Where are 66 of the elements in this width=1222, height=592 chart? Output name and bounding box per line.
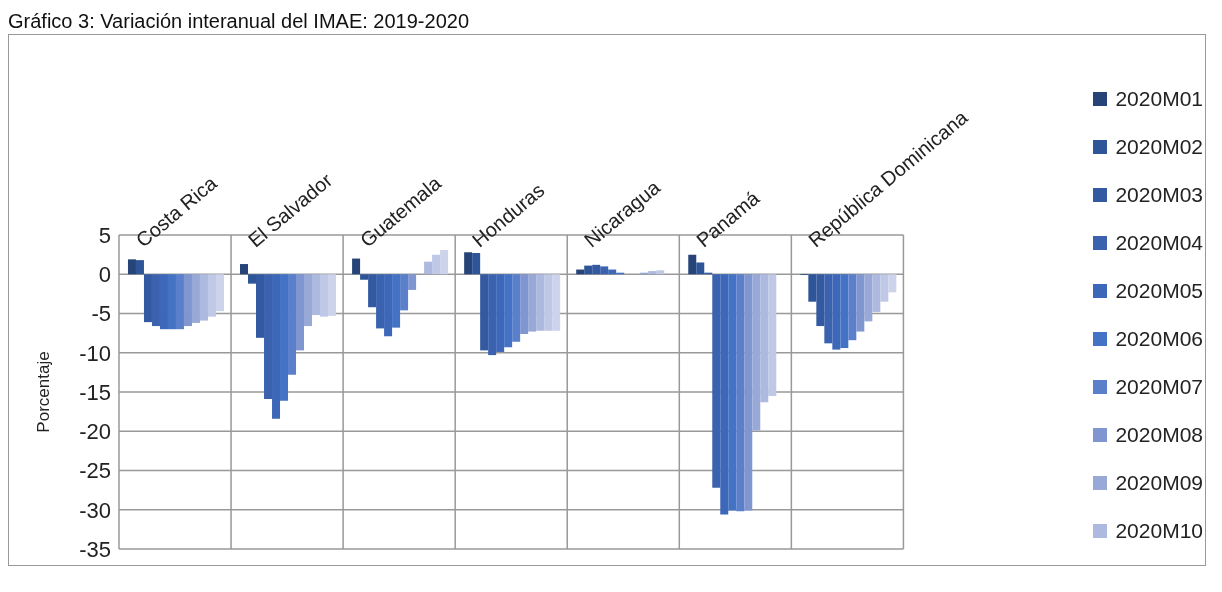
- y-tick-label: -15: [79, 379, 111, 405]
- legend-label: 2020M08: [1115, 423, 1203, 447]
- bar: [207, 274, 216, 317]
- bar: [528, 274, 537, 332]
- chart-title: Gráfico 3: Variación interanual del IMAE: 2019-2020: [8, 9, 470, 34]
- bar: [432, 254, 441, 275]
- bar: [848, 274, 857, 341]
- y-axis-title: Porcentaje: [34, 351, 54, 433]
- legend-label: 2020M07: [1115, 375, 1203, 399]
- bar: [296, 274, 305, 351]
- legend-label: 2020M09: [1115, 471, 1203, 495]
- bar: [736, 274, 745, 512]
- legend-label: 2020M03: [1115, 183, 1203, 207]
- bar: [520, 274, 529, 334]
- bar: [544, 274, 553, 331]
- bar: [864, 274, 873, 322]
- legend-label: 2020M02: [1115, 135, 1203, 159]
- y-tick-label: -20: [79, 419, 111, 445]
- bar: [408, 274, 417, 290]
- y-tick-label: 5: [98, 222, 111, 248]
- bar: [880, 274, 889, 302]
- y-tick-label: 0: [98, 262, 111, 288]
- bar: [175, 274, 184, 330]
- bar: [768, 274, 777, 396]
- bar: [440, 249, 449, 275]
- bar: [872, 274, 881, 312]
- bar: [328, 274, 337, 316]
- legend-label: 2020M01: [1115, 87, 1203, 111]
- bar: [512, 274, 521, 342]
- bar: [856, 274, 865, 332]
- bar: [400, 274, 409, 311]
- bar: [760, 274, 769, 403]
- bar: [240, 264, 249, 275]
- bar: [135, 260, 144, 275]
- bar: [480, 274, 489, 351]
- bar: [320, 274, 329, 317]
- bar: [656, 270, 665, 275]
- bar: [536, 274, 545, 331]
- legend-label: 2020M06: [1115, 327, 1203, 351]
- bar: [215, 274, 224, 312]
- bar: [744, 274, 753, 511]
- legend-label: 2020M05: [1115, 279, 1203, 303]
- bar: [191, 274, 200, 323]
- bar: [288, 274, 297, 375]
- legend-label: 2020M10: [1115, 519, 1203, 543]
- bar: [688, 254, 697, 275]
- bar: [752, 274, 761, 431]
- legend-label: 2020M04: [1115, 231, 1203, 255]
- bar: [552, 274, 561, 331]
- bar: [888, 274, 897, 293]
- bar: [199, 274, 208, 321]
- bar: [424, 261, 433, 275]
- bar: [143, 274, 152, 323]
- bar: [127, 259, 136, 275]
- bar: [352, 258, 361, 275]
- y-tick-label: -10: [79, 340, 111, 366]
- bar: [464, 252, 473, 275]
- bar: [648, 271, 657, 275]
- y-tick-label: -5: [91, 301, 111, 327]
- y-tick-label: -35: [79, 536, 111, 562]
- y-tick-label: -25: [79, 458, 111, 484]
- y-tick-label: -30: [79, 497, 111, 523]
- bar: [304, 274, 313, 327]
- bar: [183, 274, 192, 327]
- bar: [312, 274, 321, 316]
- bar: [472, 253, 481, 275]
